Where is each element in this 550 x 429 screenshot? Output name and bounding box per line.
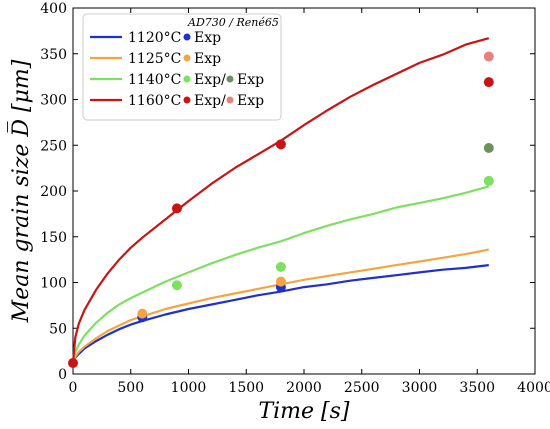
exp-point: [275, 261, 286, 272]
exp-point: [483, 77, 494, 88]
legend-model-label: 1140°C: [128, 72, 181, 88]
x-tick-label: 1000: [171, 380, 207, 396]
legend-exp-label: Exp: [194, 30, 221, 46]
x-tick-label: 2000: [286, 380, 322, 396]
exp-point: [171, 280, 182, 291]
x-tick-label: 1500: [228, 380, 264, 396]
exp-point: [275, 139, 286, 150]
series-line: [71, 248, 490, 364]
experimental-points: [68, 51, 494, 369]
x-axis-label: Time [s]: [258, 399, 349, 424]
y-tick-label: 0: [58, 367, 67, 383]
x-tick-label: 2500: [344, 380, 380, 396]
legend-header: AD730 / René65: [187, 16, 279, 29]
legend-marker: [183, 96, 191, 104]
legend-exp-label: Exp: [194, 51, 221, 67]
y-tick-label: 300: [40, 93, 67, 109]
x-tick-label: 3500: [459, 380, 495, 396]
y-tick-label: 400: [40, 1, 67, 17]
exp-point: [275, 276, 286, 287]
legend: AD730 / René65 1120°C Exp 1125°C Exp 1140°C E…: [82, 13, 282, 121]
legend-exp-label: Exp/: [194, 93, 226, 109]
exp-point: [483, 142, 494, 153]
series-line: [71, 37, 490, 364]
legend-model-label: 1160°C: [128, 93, 181, 109]
legend-model-label: 1120°C: [128, 30, 181, 46]
series-line: [71, 264, 489, 364]
legend-marker: [183, 33, 191, 41]
y-tick-label: 250: [40, 138, 67, 154]
legend-marker: [183, 54, 191, 62]
legend-box: [82, 13, 282, 121]
x-tick-label: 0: [69, 380, 78, 396]
exp-point: [483, 175, 494, 186]
y-tick-label: 150: [40, 230, 67, 246]
exp-point: [137, 308, 148, 319]
y-tick-label: 100: [40, 276, 67, 292]
x-tick-label: 3000: [402, 380, 438, 396]
legend-exp-label: Exp/: [194, 72, 226, 88]
exp-point: [483, 51, 494, 62]
legend-marker: [183, 75, 191, 83]
axis-ticks: 0 500 1000 1500 2000 2500 3000 3500 4000 0 50 100 15…: [40, 1, 550, 396]
series-lines: [71, 37, 490, 364]
legend-model-label: 1125°C: [128, 51, 181, 67]
legend-marker: [226, 96, 234, 104]
y-tick-label: 200: [40, 184, 67, 200]
series-line: [71, 185, 490, 364]
legend-marker: [226, 75, 234, 83]
y-axis-label: Mean grain size D̅ [μm]: [7, 59, 34, 323]
legend-exp-label: Exp: [237, 72, 264, 88]
exp-point: [68, 358, 78, 369]
y-tick-label: 350: [40, 47, 67, 63]
legend-exp-label: Exp: [237, 93, 264, 109]
x-tick-label: 500: [117, 380, 144, 396]
y-tick-label: 50: [49, 321, 67, 337]
x-tick-label: 4000: [517, 380, 550, 396]
exp-point: [171, 203, 182, 214]
